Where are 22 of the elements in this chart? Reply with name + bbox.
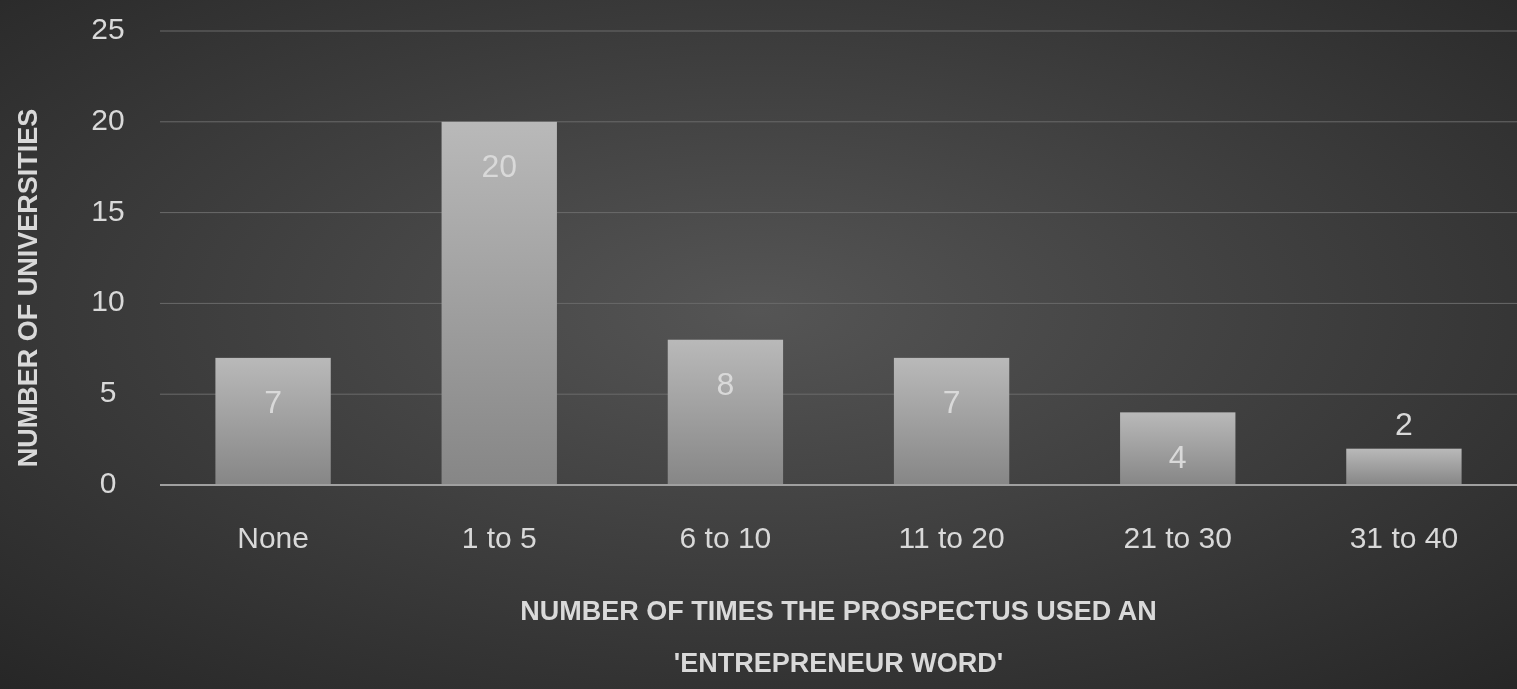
x-tick-label: None [237, 520, 309, 554]
x-tick-label: 6 to 10 [679, 520, 772, 554]
x-tick-label: 1 to 5 [461, 520, 537, 554]
y-tick-label: 10 [91, 284, 125, 318]
bar [1120, 412, 1236, 485]
y-tick-label: 20 [91, 102, 125, 136]
bar [1346, 448, 1462, 485]
bar [215, 357, 331, 485]
x-tick-label: 11 to 20 [898, 520, 1005, 554]
x-tick-label: 31 to 40 [1349, 520, 1459, 554]
x-tick-label: 21 to 30 [1123, 520, 1232, 554]
y-tick-label: 5 [99, 375, 117, 409]
y-tick-label: 25 [91, 11, 125, 45]
y-tick-label: 0 [99, 465, 117, 499]
bar [441, 121, 557, 485]
data-label: 2 [1395, 406, 1413, 443]
x-axis-title: NUMBER OF TIMES THE PROSPECTUS USED AN 'ENTREPRENEUR WORD' [520, 596, 1157, 679]
y-axis-title: NUMBER OF UNIVERSITIES [13, 108, 44, 468]
bar [667, 339, 784, 485]
bar [893, 357, 1010, 485]
y-tick-label: 15 [91, 193, 125, 227]
data-label: 4 [1168, 438, 1187, 475]
